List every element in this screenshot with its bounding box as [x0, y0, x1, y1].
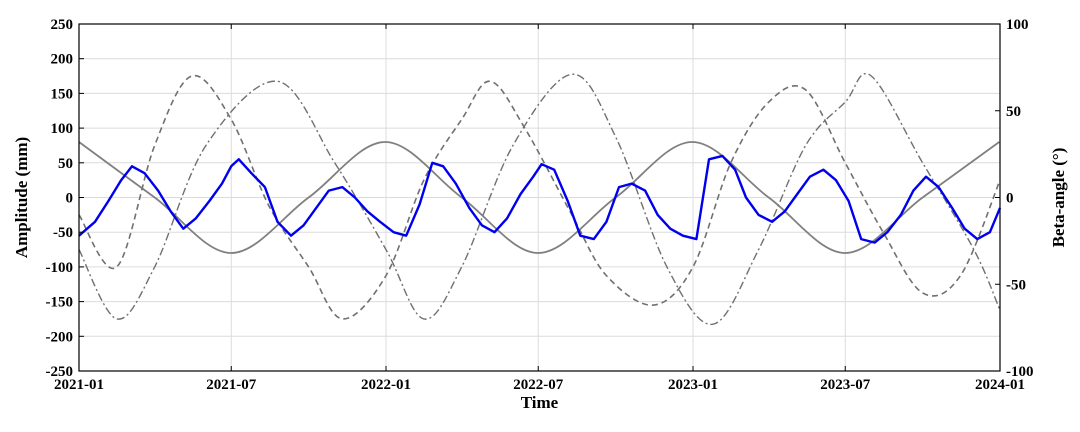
x-tick-label: 2022-01	[361, 377, 411, 393]
y-left-tick-label: -250	[46, 364, 74, 380]
y-left-tick-label: -50	[53, 225, 73, 241]
y-right-tick-label: 50	[1006, 104, 1021, 120]
x-tick-label: 2024-01	[975, 377, 1025, 393]
y-right-tick-label: -100	[1006, 364, 1034, 380]
y-left-tick-label: 0	[66, 191, 74, 207]
y-left-tick-label: 150	[51, 86, 74, 102]
ticks: 2021-01 2021-07 2022-01 2022-07 2023-01 2023-…	[46, 17, 1034, 393]
y-right-tick-label: -50	[1006, 277, 1026, 293]
series-amplitude-line	[78, 154, 1002, 244]
x-tick-label: 2023-07	[820, 377, 870, 393]
x-tick-label: 2021-07	[206, 377, 256, 393]
y-right-tick-label: 100	[1006, 17, 1029, 33]
y-left-tick-label: -150	[46, 295, 74, 311]
y-axis-left-title: Amplitude (mm)	[12, 137, 31, 258]
y-left-tick-label: 200	[51, 52, 74, 68]
x-tick-label: 2021-01	[54, 377, 104, 393]
y-left-tick-label: 50	[58, 156, 73, 172]
series-solid-sine-line	[78, 141, 1000, 254]
y-left-tick-label: 100	[51, 121, 74, 137]
x-tick-label: 2022-07	[513, 377, 563, 393]
y-left-tick-label: 250	[51, 17, 74, 33]
x-axis-title: Time	[521, 393, 559, 412]
y-axis-right-title: Beta-angle (°)	[1049, 148, 1068, 248]
x-tick-label: 2023-01	[668, 377, 718, 393]
series-dashed-line	[78, 74, 1001, 320]
y-left-tick-label: -100	[46, 260, 74, 276]
y-right-tick-label: 0	[1006, 191, 1014, 207]
series-layer	[78, 73, 1002, 325]
series-dashdot-line	[78, 73, 1001, 325]
y-left-tick-label: -200	[46, 329, 74, 345]
